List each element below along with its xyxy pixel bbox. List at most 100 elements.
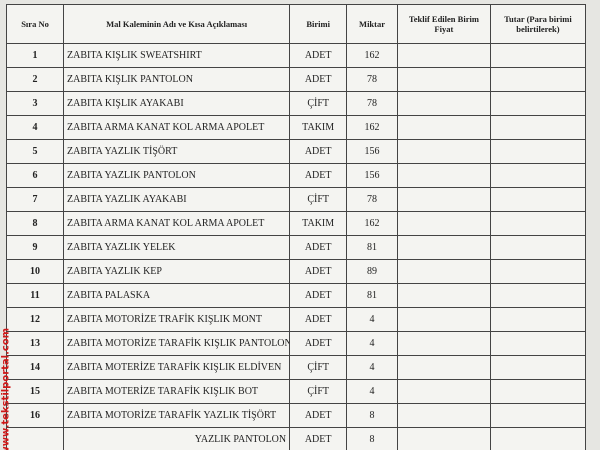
header-cell: Birimi	[289, 4, 348, 44]
table-row: 15 ZABITA MOTERİZE TARAFİK KIŞLIK BOT ÇİFT…	[5, 379, 587, 404]
cell: ADET	[289, 331, 348, 356]
price-table: Sıra No Mal Kaleminin Adı ve Kısa Açıklam…	[5, 4, 587, 450]
header-cell: Tutar (Para birimi belirtilerek)	[489, 4, 587, 44]
cell: 81	[346, 283, 398, 308]
cell: ADET	[289, 403, 348, 428]
cell: 89	[346, 259, 398, 284]
table-row: 4 ZABITA ARMA KANAT KOL ARMA APOLET TAKIM 1…	[5, 115, 587, 140]
cell: 8	[5, 211, 65, 236]
empty-cell	[489, 67, 587, 92]
cell: 162	[346, 115, 398, 140]
partial-row: YAZLIK PANTOLON ADET 8	[5, 427, 587, 450]
table-row: 2 ZABITA KIŞLIK PANTOLON ADET 78	[5, 67, 587, 92]
cell: ZABITA MOTORİZE TRAFİK KIŞLIK MONT	[63, 307, 291, 332]
cell: ADET	[289, 259, 348, 284]
cell: 78	[346, 187, 398, 212]
empty-cell	[489, 403, 587, 428]
empty-cell	[396, 67, 491, 92]
cell: 156	[346, 139, 398, 164]
cell: 10	[5, 259, 65, 284]
cell: YAZLIK PANTOLON	[63, 427, 291, 450]
cell: 4	[346, 331, 398, 356]
cell: ZABITA ARMA KANAT KOL ARMA APOLET	[63, 211, 291, 236]
cell: ZABITA MOTORİZE TARAFİK YAZLIK TİŞÖRT	[63, 403, 291, 428]
header-cell: Teklif Edilen Birim Fiyat	[396, 4, 491, 44]
empty-cell	[489, 355, 587, 380]
header-cell: Mal Kaleminin Adı ve Kısa Açıklaması	[63, 4, 291, 44]
table-row: 11 ZABITA PALASKA ADET 81	[5, 283, 587, 308]
cell: 15	[5, 379, 65, 404]
cell: ZABITA YAZLIK AYAKABI	[63, 187, 291, 212]
empty-cell	[396, 259, 491, 284]
cell: 78	[346, 67, 398, 92]
cell: ZABITA KIŞLIK SWEATSHIRT	[63, 43, 291, 68]
cell: 78	[346, 91, 398, 116]
empty-cell	[489, 259, 587, 284]
cell: 4	[346, 307, 398, 332]
empty-cell	[5, 427, 65, 450]
cell: ADET	[289, 67, 348, 92]
header-cell: Sıra No	[5, 4, 65, 44]
table-row: 5 ZABITA YAZLIK TİŞÖRT ADET 156	[5, 139, 587, 164]
header-cell: Miktar	[346, 4, 398, 44]
empty-cell	[396, 187, 491, 212]
cell: ADET	[289, 427, 348, 450]
cell: ZABITA YAZLIK PANTOLON	[63, 163, 291, 188]
cell: ZABITA PALASKA	[63, 283, 291, 308]
empty-cell	[396, 427, 491, 450]
watermark: www.tekstilportal.com	[0, 327, 12, 450]
empty-cell	[489, 163, 587, 188]
empty-cell	[489, 115, 587, 140]
empty-cell	[396, 403, 491, 428]
cell: 3	[5, 91, 65, 116]
cell: 16	[5, 403, 65, 428]
cell: ADET	[289, 139, 348, 164]
empty-cell	[489, 379, 587, 404]
empty-cell	[489, 307, 587, 332]
empty-cell	[489, 139, 587, 164]
table-row: 10 ZABITA YAZLIK KEP ADET 89	[5, 259, 587, 284]
empty-cell	[396, 307, 491, 332]
cell: 11	[5, 283, 65, 308]
cell: ADET	[289, 283, 348, 308]
empty-cell	[396, 235, 491, 260]
empty-cell	[489, 187, 587, 212]
empty-cell	[396, 331, 491, 356]
empty-cell	[396, 211, 491, 236]
cell: ZABITA KIŞLIK AYAKABI	[63, 91, 291, 116]
cell: ZABITA MOTORİZE TARAFİK KIŞLIK PANTOLON	[63, 331, 291, 356]
table-row: 9 ZABITA YAZLIK YELEK ADET 81	[5, 235, 587, 260]
cell: ÇİFT	[289, 91, 348, 116]
cell: 12	[5, 307, 65, 332]
table-row: 12 ZABITA MOTORİZE TRAFİK KIŞLIK MONT ADET…	[5, 307, 587, 332]
cell: 4	[346, 355, 398, 380]
cell: ADET	[289, 235, 348, 260]
empty-cell	[396, 283, 491, 308]
cell: 162	[346, 211, 398, 236]
cell: ÇİFT	[289, 187, 348, 212]
cell: ZABITA YAZLIK TİŞÖRT	[63, 139, 291, 164]
cell: TAKIM	[289, 115, 348, 140]
cell: 14	[5, 355, 65, 380]
table-row: 14 ZABITA MOTERİZE TARAFİK KIŞLIK ELDİVEN…	[5, 355, 587, 380]
table-body: 1 ZABITA KIŞLIK SWEATSHIRT ADET 162 2 ZABITA …	[5, 43, 587, 450]
cell: ZABITA YAZLIK YELEK	[63, 235, 291, 260]
empty-cell	[489, 43, 587, 68]
empty-cell	[396, 139, 491, 164]
cell: TAKIM	[289, 211, 348, 236]
cell: 4	[5, 115, 65, 140]
empty-cell	[489, 211, 587, 236]
empty-cell	[396, 91, 491, 116]
cell: ZABITA ARMA KANAT KOL ARMA APOLET	[63, 115, 291, 140]
cell: 81	[346, 235, 398, 260]
cell: 8	[346, 403, 398, 428]
cell: 156	[346, 163, 398, 188]
cell: ÇİFT	[289, 379, 348, 404]
empty-cell	[396, 43, 491, 68]
empty-cell	[489, 427, 587, 450]
table-row: 7 ZABITA YAZLIK AYAKABI ÇİFT 78	[5, 187, 587, 212]
cell: ÇİFT	[289, 355, 348, 380]
cell: ZABITA KIŞLIK PANTOLON	[63, 67, 291, 92]
cell: 13	[5, 331, 65, 356]
cell: 5	[5, 139, 65, 164]
